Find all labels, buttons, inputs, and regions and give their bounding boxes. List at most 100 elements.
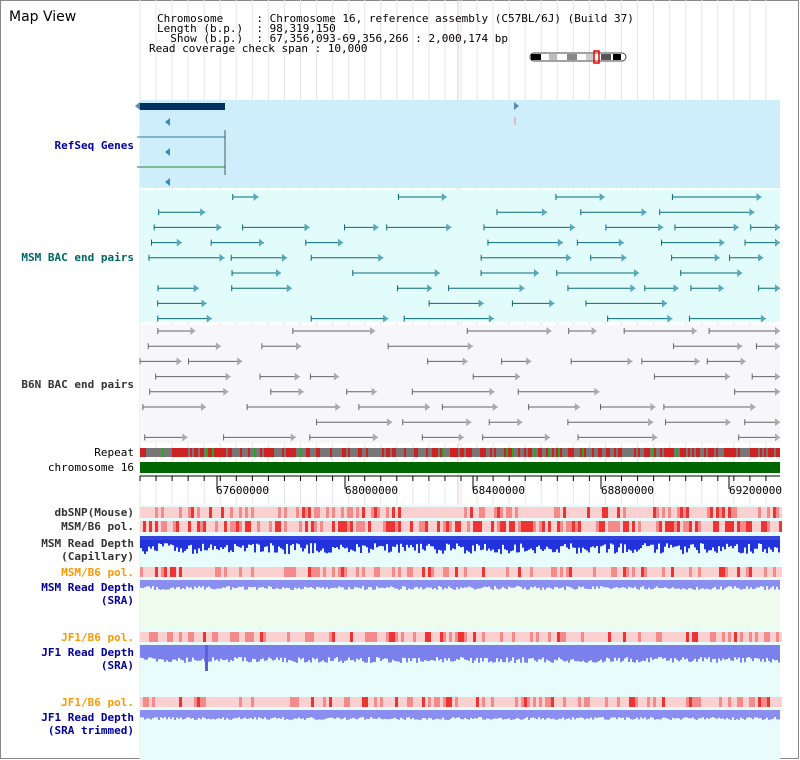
depth-bin	[662, 536, 664, 553]
heat-bin	[743, 507, 746, 518]
track-label-jf1-pol-1[interactable]: JF1/B6 pol.	[61, 631, 134, 644]
depth-bin	[426, 710, 428, 720]
repeat-bar	[254, 448, 256, 457]
depth-bin	[418, 710, 420, 720]
track-label-jf1-depth-trimmed[interactable]: JF1 Read Depth	[41, 711, 134, 724]
repeat-bar	[412, 448, 414, 457]
depth-bin	[524, 645, 526, 663]
depth-bin	[476, 710, 478, 719]
track-label-jf1-pol-2[interactable]: JF1/B6 pol.	[61, 696, 134, 709]
repeat-bar	[624, 448, 626, 457]
depth-bin	[340, 536, 342, 545]
heat-bin	[491, 521, 494, 532]
heat-bin	[362, 507, 365, 518]
track-label-refseq[interactable]: RefSeq Genes	[54, 139, 134, 152]
heat-bin	[239, 507, 242, 518]
depth-bin	[202, 580, 204, 587]
track-label-msm-b6-pol[interactable]: MSM/B6 pol.	[61, 520, 134, 533]
heat-bin	[353, 521, 356, 532]
repeat-bar	[288, 448, 290, 457]
depth-bin	[574, 710, 576, 720]
heat-bin	[659, 567, 662, 577]
depth-bin	[776, 645, 778, 661]
heat-bin	[647, 567, 650, 577]
heat-bin	[716, 567, 719, 577]
heat-bin	[590, 697, 593, 707]
depth-bin	[250, 580, 252, 588]
msm-bac-pair-arrow	[488, 314, 494, 323]
depth-bin	[490, 536, 492, 551]
depth-bin	[268, 710, 270, 720]
heat-bin	[371, 697, 374, 707]
heat-bin	[731, 521, 734, 532]
heat-bin	[767, 521, 770, 532]
track-label-msm-bac[interactable]: MSM BAC end pairs	[21, 251, 134, 264]
heat-bin	[317, 697, 320, 707]
track-label-msm-depth-capillary[interactable]: MSM Read Depth	[41, 537, 134, 550]
depth-bin	[228, 645, 230, 663]
heat-bin	[737, 697, 740, 707]
depth-bin	[322, 645, 324, 661]
repeat-bar	[572, 448, 574, 457]
track-label-chromosome[interactable]: chromosome 16	[47, 461, 134, 474]
track-label-dbsnp[interactable]: dbSNP(Mouse)	[54, 506, 134, 519]
depth-bin	[296, 580, 298, 589]
heat-bin	[350, 507, 353, 518]
depth-bin	[770, 580, 772, 588]
heat-bin	[284, 567, 287, 577]
depth-bin	[704, 536, 706, 550]
depth-bin	[748, 580, 750, 590]
depth-bin	[586, 645, 588, 663]
heat-bin	[743, 697, 746, 707]
heat-bin	[563, 697, 566, 707]
repeat-bar	[170, 448, 172, 457]
repeat-bar	[162, 448, 164, 457]
heat-bin	[299, 567, 302, 577]
heat-bin	[263, 697, 266, 707]
depth-bin	[624, 580, 626, 588]
heat-bin	[188, 567, 191, 577]
heat-bin	[380, 632, 383, 642]
heat-bin	[488, 507, 491, 518]
heat-bin	[233, 632, 236, 642]
depth-bin	[310, 580, 312, 588]
depth-bin	[400, 710, 402, 718]
track-label-jf1-depth-trimmed-sub: (SRA trimmed)	[47, 724, 134, 737]
depth-bin	[576, 580, 578, 590]
heat-bin	[737, 521, 740, 532]
heat-bin	[698, 507, 701, 518]
depth-bin	[664, 645, 666, 658]
depth-bin	[218, 710, 220, 719]
depth-bin	[518, 536, 520, 553]
track-label-jf1-depth-sra[interactable]: JF1 Read Depth	[41, 646, 134, 659]
heat-bin	[695, 697, 698, 707]
repeat-bar	[340, 448, 342, 457]
heat-bin	[575, 521, 578, 532]
track-label-msm-depth-sra[interactable]: MSM Read Depth	[41, 581, 134, 594]
depth-bin	[302, 580, 304, 589]
depth-bin	[752, 645, 754, 662]
heat-bin	[776, 567, 779, 577]
heat-bin	[218, 697, 221, 707]
depth-bin	[726, 580, 728, 588]
heat-bin	[167, 632, 170, 642]
msm-bac-pair-arrow	[718, 284, 724, 293]
heat-bin	[383, 567, 386, 577]
b6n-bac-pair-arrow	[544, 433, 550, 442]
repeat-bar	[650, 448, 652, 457]
depth-bin	[160, 710, 162, 718]
heat-bin	[335, 697, 338, 707]
heat-bin	[305, 521, 308, 532]
repeat-bar	[182, 448, 184, 457]
depth-bin	[378, 710, 380, 718]
heat-bin	[218, 507, 221, 518]
track-label-repeat[interactable]: Repeat	[94, 446, 134, 459]
depth-bin	[592, 645, 594, 663]
heat-bin	[182, 507, 185, 518]
depth-bin	[390, 536, 392, 552]
track-label-b6n-bac[interactable]: B6N BAC end pairs	[21, 378, 134, 391]
track-label-msm-b6-pol-2[interactable]: MSM/B6 pol.	[61, 566, 134, 579]
heat-bin	[146, 697, 149, 707]
heat-bin	[173, 507, 176, 518]
